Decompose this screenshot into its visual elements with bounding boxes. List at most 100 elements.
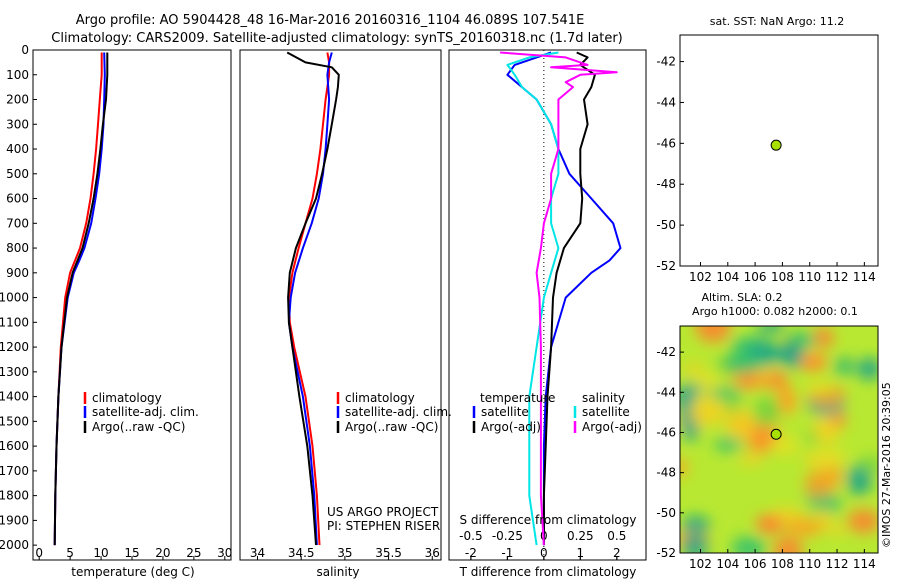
sst-map-panel: sat. SST: NaN Argo: 11.2 102 104 106 108 110… bbox=[656, 15, 879, 284]
sla-cell bbox=[787, 331, 817, 350]
depth-tick-label: 500 bbox=[6, 167, 29, 181]
sla-cell bbox=[811, 327, 835, 348]
difference-lines bbox=[500, 51, 622, 546]
lon-tick-label: 112 bbox=[826, 270, 849, 284]
depth-tick-label: 300 bbox=[6, 117, 29, 131]
lon-tick-label: 102 bbox=[689, 270, 712, 284]
lon-tick-label: 106 bbox=[744, 557, 767, 571]
legend-salinity-title: salinity bbox=[582, 391, 625, 405]
lon-tick-label: 106 bbox=[744, 270, 767, 284]
lat-tick-label: -46 bbox=[656, 425, 676, 439]
sla-cell bbox=[695, 326, 731, 343]
legend-temperature-title: temperature bbox=[480, 391, 555, 405]
sst-title: sat. SST: NaN Argo: 11.2 bbox=[710, 15, 844, 28]
legend-temp-satellite: satellite bbox=[481, 405, 529, 419]
sla-cell bbox=[753, 396, 781, 427]
series-line-climatology bbox=[287, 52, 331, 546]
lon-tick-label: 114 bbox=[853, 270, 876, 284]
depth-tick-label: 1800 bbox=[0, 489, 29, 503]
sla-cell bbox=[682, 420, 699, 442]
lat-tick-label: -44 bbox=[656, 95, 676, 109]
tempXTicks-tick-label: 10 bbox=[93, 546, 108, 560]
salXTicks-tick-label: 35 bbox=[337, 546, 352, 560]
sla-cell bbox=[815, 493, 842, 514]
header-title-line1: Argo profile: AO 5904428_48 16-Mar-2016 … bbox=[76, 13, 585, 28]
lat-tick-label: -52 bbox=[656, 546, 676, 560]
sla-cell bbox=[756, 326, 786, 333]
difXTicks-tick-label: 2 bbox=[613, 546, 621, 560]
lat-tick-label: -48 bbox=[656, 466, 676, 480]
sla-cell bbox=[714, 437, 743, 452]
sla-cell bbox=[680, 383, 704, 396]
difX2Ticks-tick-label: -0.25 bbox=[492, 529, 523, 543]
temp-legend-argo: Argo(..raw -QC) bbox=[92, 420, 185, 434]
salXTicks-tick-label: 35.5 bbox=[375, 546, 402, 560]
sla-cell bbox=[738, 376, 758, 388]
sla-cell bbox=[773, 536, 803, 553]
sla-cell bbox=[739, 452, 764, 465]
t-difference-axis-label: T difference from climatology bbox=[459, 565, 637, 579]
salinity-lines bbox=[286, 51, 340, 546]
sla-cell bbox=[809, 450, 848, 461]
temperature-legend: climatology satellite-adj. clim. Argo(..… bbox=[83, 391, 199, 434]
depth-tick-label: 1000 bbox=[0, 291, 29, 305]
sal-legend-argo: Argo(..raw -QC) bbox=[345, 420, 438, 434]
salinity-plot-frame bbox=[239, 49, 442, 561]
depth-tick-label: 1700 bbox=[0, 464, 29, 478]
credit-text: US ARGO PROJECT bbox=[327, 505, 439, 519]
copyright-text: ©IMOS 27-Mar-2016 20:39:05 bbox=[880, 382, 893, 548]
legend-temp-argo: Argo(-adj) bbox=[481, 420, 541, 434]
sla-cell bbox=[689, 398, 727, 426]
depth-tick-label: 600 bbox=[6, 192, 29, 206]
salXTicks-tick-label: 36 bbox=[425, 546, 440, 560]
lon-tick-label: 112 bbox=[826, 557, 849, 571]
lon-tick-label: 108 bbox=[771, 270, 794, 284]
tempXTicks-tick-label: 5 bbox=[66, 546, 74, 560]
series-line-satellite-adj-clim- bbox=[287, 52, 333, 546]
lat-tick-label: -52 bbox=[656, 259, 676, 273]
depth-tick-label: 200 bbox=[6, 93, 29, 107]
tempXTicks-tick-label: 20 bbox=[155, 546, 170, 560]
sla-cell bbox=[847, 509, 878, 534]
series-line-climatology bbox=[53, 52, 103, 546]
sla-cell bbox=[857, 357, 878, 380]
depth-tick-label: 400 bbox=[6, 142, 29, 156]
pi-text: PI: STEPHEN RISER bbox=[327, 519, 440, 533]
sla-cell bbox=[859, 455, 878, 473]
sla-cell bbox=[769, 436, 799, 455]
depth-tick-label: 700 bbox=[6, 216, 29, 230]
temp-legend-satellite: satellite-adj. clim. bbox=[92, 405, 199, 419]
sla-cell bbox=[833, 356, 856, 377]
legend-sal-satellite: satellite bbox=[582, 405, 630, 419]
depth-tick-label: 1300 bbox=[0, 365, 29, 379]
difference-plot-frame bbox=[448, 49, 647, 561]
salinity-axis-label: salinity bbox=[316, 565, 359, 579]
salinity-axis-ticks: 34 34.5 35 35.5 36 bbox=[250, 546, 440, 560]
difference-legend: temperature satellite Argo(-adj) salinit… bbox=[472, 391, 642, 434]
lon-tick-label: 110 bbox=[798, 557, 821, 571]
salXTicks-tick-label: 34.5 bbox=[288, 546, 315, 560]
depth-tick-label: 1100 bbox=[0, 315, 29, 329]
depth-axis-ticks: 0 100 200 300 400 500 600 700 800 900 1000 1100 1200… bbox=[0, 43, 37, 552]
tempXTicks-tick-label: 25 bbox=[186, 546, 201, 560]
lon-tick-label: 108 bbox=[771, 557, 794, 571]
lon-tick-label: 110 bbox=[798, 270, 821, 284]
sla-cell bbox=[831, 412, 847, 427]
difXTicks-tick-label: -2 bbox=[465, 546, 477, 560]
sla-map-frame bbox=[679, 325, 879, 554]
lon-tick-label: 104 bbox=[716, 557, 739, 571]
depth-tick-label: 1200 bbox=[0, 340, 29, 354]
sla-cell bbox=[756, 516, 782, 529]
depth-tick-label: 2000 bbox=[0, 538, 29, 552]
depth-tick-label: 1900 bbox=[0, 513, 29, 527]
diff-line-salinity-satellite bbox=[506, 51, 560, 546]
series-line-argo-raw-qc- bbox=[53, 52, 109, 546]
depth-tick-label: 1600 bbox=[0, 439, 29, 453]
sla-cell bbox=[681, 534, 709, 553]
series-line-argo-raw-qc- bbox=[286, 51, 340, 546]
lat-tick-label: -48 bbox=[656, 177, 676, 191]
salinity-legend: climatology satellite-adj. clim. Argo(..… bbox=[336, 391, 452, 434]
depth-tick-label: 1500 bbox=[0, 414, 29, 428]
temperature-lines bbox=[53, 52, 109, 546]
diff-line-temperature-satellite bbox=[506, 51, 622, 546]
